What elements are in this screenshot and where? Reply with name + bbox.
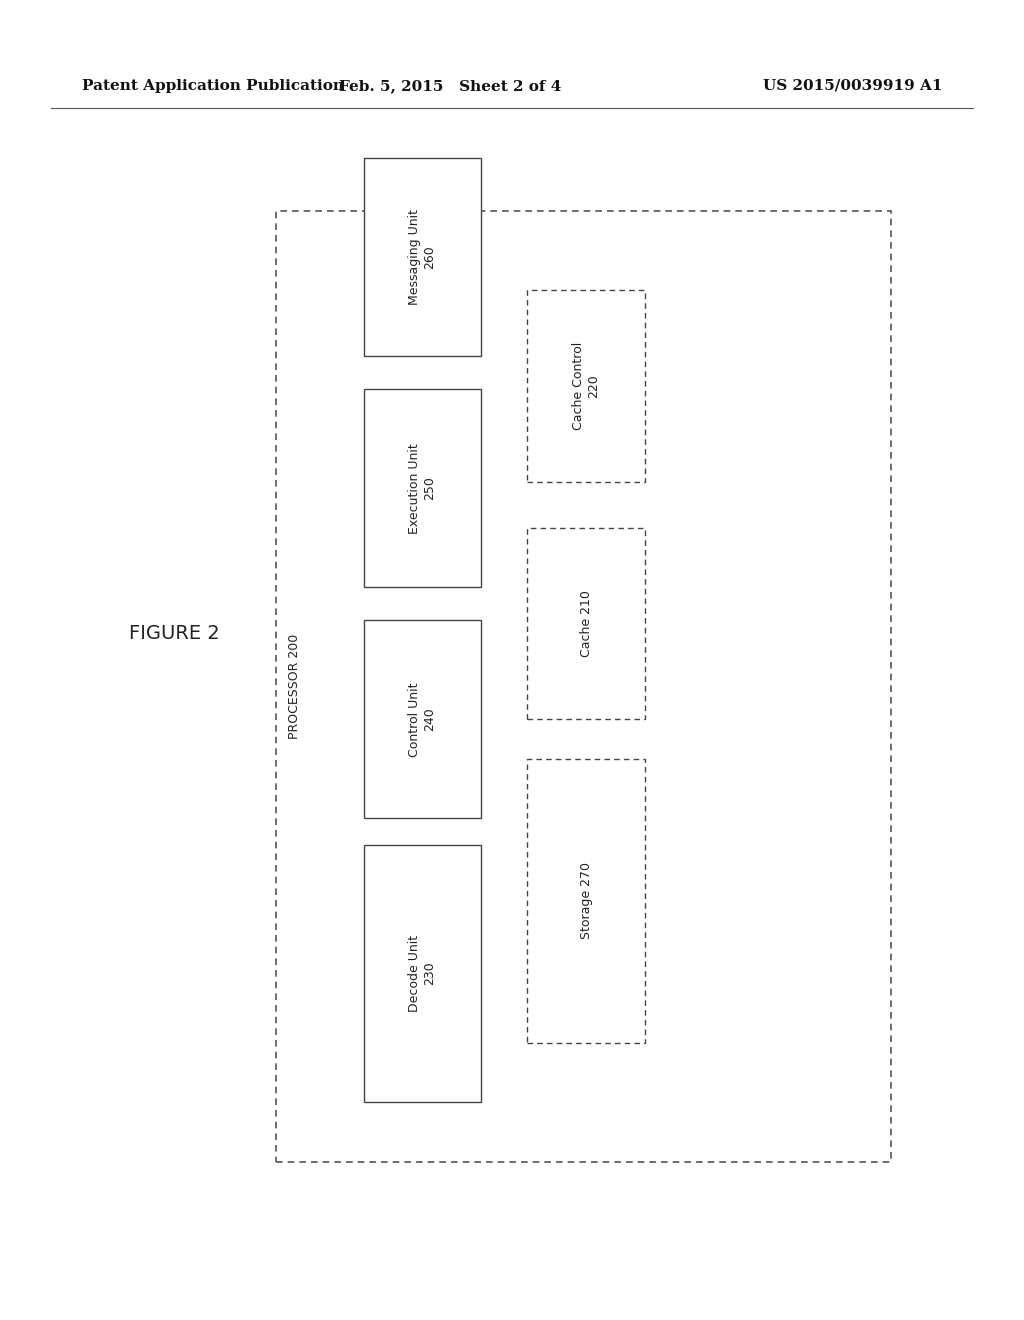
- Text: FIGURE 2: FIGURE 2: [129, 624, 219, 643]
- FancyBboxPatch shape: [276, 211, 891, 1162]
- Text: Feb. 5, 2015   Sheet 2 of 4: Feb. 5, 2015 Sheet 2 of 4: [339, 79, 562, 92]
- Text: Messaging Unit
260: Messaging Unit 260: [409, 210, 436, 305]
- FancyBboxPatch shape: [527, 290, 645, 482]
- FancyBboxPatch shape: [364, 158, 481, 356]
- Text: Patent Application Publication: Patent Application Publication: [82, 79, 344, 92]
- Text: Decode Unit
230: Decode Unit 230: [409, 935, 436, 1012]
- FancyBboxPatch shape: [364, 389, 481, 587]
- Text: Control Unit
240: Control Unit 240: [409, 682, 436, 756]
- FancyBboxPatch shape: [527, 528, 645, 719]
- Text: Storage 270: Storage 270: [580, 862, 593, 940]
- Text: Cache 210: Cache 210: [580, 590, 593, 657]
- Text: Cache Control
220: Cache Control 220: [572, 342, 600, 430]
- Text: Execution Unit
250: Execution Unit 250: [409, 444, 436, 533]
- Text: PROCESSOR 200: PROCESSOR 200: [289, 634, 301, 739]
- Text: US 2015/0039919 A1: US 2015/0039919 A1: [763, 79, 942, 92]
- FancyBboxPatch shape: [364, 845, 481, 1102]
- FancyBboxPatch shape: [364, 620, 481, 818]
- FancyBboxPatch shape: [527, 759, 645, 1043]
